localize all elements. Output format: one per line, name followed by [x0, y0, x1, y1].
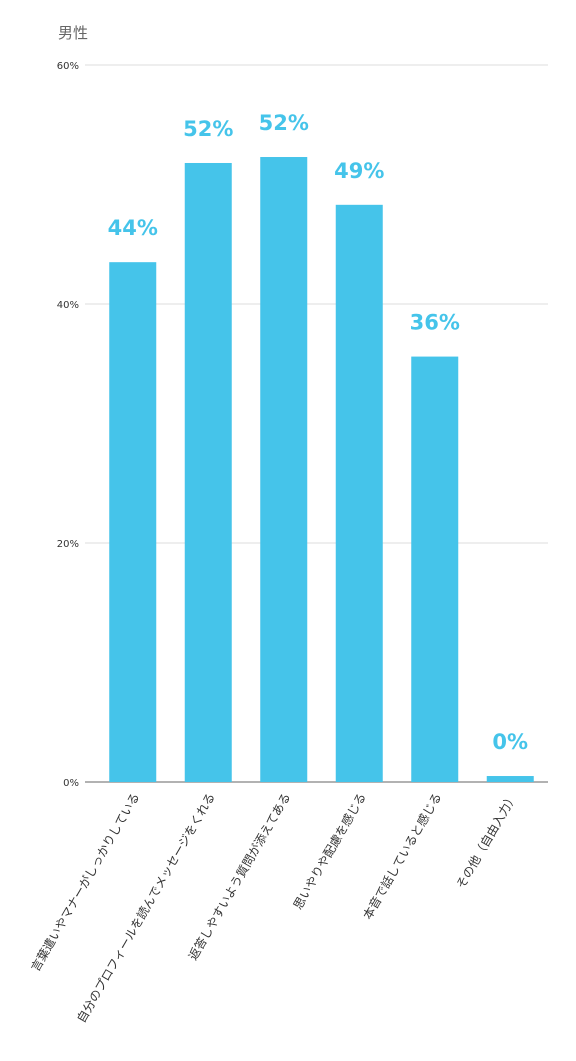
data-label: 36%: [410, 311, 460, 335]
data-label: 52%: [259, 111, 309, 135]
x-tick-label: 自分のプロフィールを読んでメッセージをくれる: [73, 790, 217, 1025]
chart-title: 男性: [58, 24, 89, 42]
bar: [411, 356, 459, 782]
x-tick-label: その他（自由入力）: [454, 791, 520, 892]
bar: [335, 204, 383, 782]
bar: [486, 776, 534, 782]
data-label: 49%: [334, 159, 384, 183]
bar: [184, 162, 232, 783]
x-tick-label: 本音で話していると感じる: [360, 790, 445, 922]
data-label: 0%: [492, 730, 528, 754]
y-tick-label: 60%: [57, 61, 79, 72]
y-tick-label: 0%: [63, 778, 79, 789]
data-label: 52%: [183, 117, 233, 141]
y-tick-label: 40%: [57, 300, 79, 311]
bar: [260, 157, 308, 782]
data-label: 44%: [108, 216, 158, 240]
y-tick-label: 20%: [57, 539, 79, 550]
x-tick-label: 思いやりや配慮を感じる: [290, 790, 369, 912]
bar: [109, 262, 157, 782]
